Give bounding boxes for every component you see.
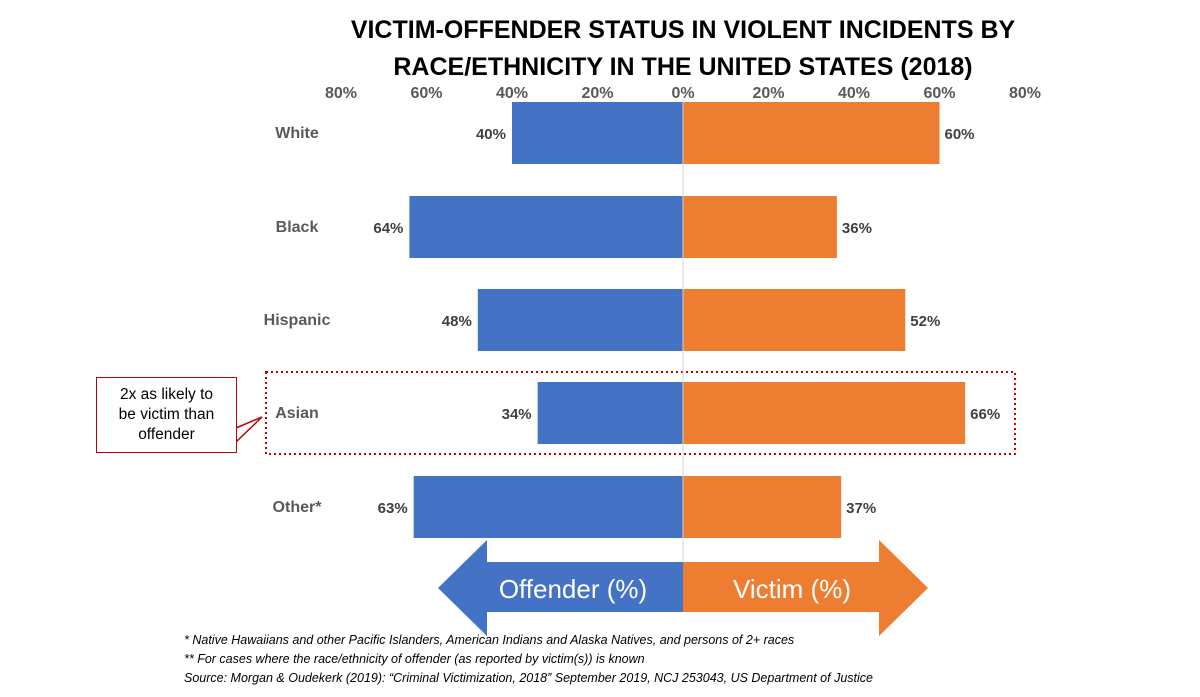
bars: White 40% 60% Black 64% 36% Hispanic 48% 52% Asia…	[264, 102, 1000, 538]
victim-data-label: 52%	[910, 313, 940, 330]
offender-arrow-label: Offender (%)	[499, 574, 647, 604]
offender-data-label: 34%	[502, 406, 532, 423]
footnote-2: ** For cases where the race/ethnicity of…	[184, 652, 645, 666]
offender-bar	[512, 102, 683, 164]
offender-data-label: 48%	[442, 313, 472, 330]
category-label: White	[275, 125, 319, 142]
victim-data-label: 66%	[970, 406, 1000, 423]
x-axis-ticks: 80% 60% 40% 20% 0% 20% 40% 60% 80%	[325, 85, 1041, 102]
chart-title-line-1: VICTIM-OFFENDER STATUS IN VIOLENT INCIDE…	[351, 16, 1016, 44]
offender-bar	[413, 476, 683, 538]
offender-bar	[537, 382, 683, 444]
victim-arrow	[683, 540, 928, 636]
victim-bar	[683, 196, 837, 258]
callout-line-1: 2x as likely to	[119, 386, 214, 403]
category-label: Hispanic	[264, 312, 331, 329]
victim-data-label: 37%	[846, 500, 876, 517]
footnote-1: * Native Hawaiians and other Pacific Isl…	[184, 633, 794, 647]
x-tick-label: 60%	[923, 85, 955, 102]
chart-title-line-2: RACE/ETHNICITY IN THE UNITED STATES (201…	[393, 53, 972, 81]
x-tick-label: 80%	[1009, 85, 1041, 102]
callout-box: 2x as likely to be victim than offender	[96, 377, 237, 453]
x-tick-label: 40%	[496, 85, 528, 102]
x-tick-label: 80%	[325, 85, 357, 102]
victim-bar	[683, 382, 966, 444]
victim-data-label: 60%	[945, 126, 975, 143]
offender-data-label: 63%	[378, 500, 408, 517]
offender-data-label: 64%	[373, 220, 403, 237]
category-label: Black	[276, 219, 319, 236]
callout-line-3: offender	[138, 426, 195, 443]
victim-bar	[683, 476, 842, 538]
x-tick-label: 40%	[838, 85, 870, 102]
asian-highlight	[265, 371, 1016, 455]
highlight-box	[265, 371, 1016, 455]
x-tick-label: 20%	[581, 85, 613, 102]
x-tick-label: 20%	[752, 85, 784, 102]
victim-bar	[683, 289, 906, 351]
category-label: Other*	[273, 499, 323, 516]
direction-arrows: Offender (%) Victim (%)	[438, 540, 928, 636]
offender-arrow	[438, 540, 683, 636]
category-label: Asian	[275, 405, 319, 422]
victim-data-label: 36%	[842, 220, 872, 237]
offender-bar	[409, 196, 683, 258]
callout-pointer	[235, 416, 263, 444]
x-tick-label: 0%	[671, 85, 694, 102]
offender-bar	[477, 289, 683, 351]
x-tick-label: 60%	[410, 85, 442, 102]
victim-arrow-label: Victim (%)	[733, 574, 851, 604]
callout-line-2: be victim than	[118, 406, 215, 423]
offender-data-label: 40%	[476, 126, 506, 143]
victim-bar	[683, 102, 940, 164]
source-note: Source: Morgan & Oudekerk (2019): “Crimi…	[184, 671, 873, 685]
